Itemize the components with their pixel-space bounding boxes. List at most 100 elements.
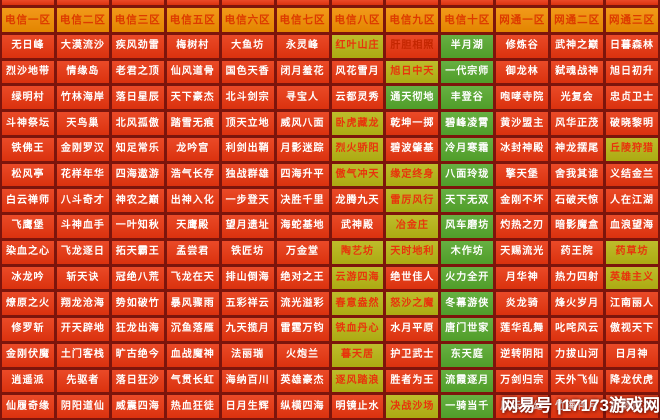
server-cell[interactable]: 肝胆相照	[386, 35, 439, 58]
server-cell[interactable]: 天时地利	[386, 240, 439, 264]
server-cell[interactable]: 法丽瑞	[221, 343, 274, 367]
server-cell[interactable]: 势如破竹	[111, 292, 164, 316]
server-cell[interactable]: 流光溢彩	[276, 292, 329, 316]
server-cell[interactable]: 热血狂徒	[166, 395, 219, 418]
server-cell[interactable]: 风花雪月	[331, 60, 384, 84]
server-cell[interactable]: 怒沙之魔	[386, 292, 439, 316]
server-cell[interactable]: 金刚罗汉	[56, 137, 109, 161]
server-cell[interactable]: 热力四射	[551, 266, 604, 290]
server-cell[interactable]: 金刚不坏	[496, 189, 549, 213]
server-cell[interactable]: 叱咤风云	[551, 318, 604, 341]
server-cell[interactable]: 风云变幻	[496, 395, 549, 418]
server-cell[interactable]: 暴风骤雨	[166, 292, 219, 316]
server-cell[interactable]: 一代宗师	[441, 60, 494, 84]
server-cell[interactable]: 火力全开	[441, 266, 494, 290]
server-cell[interactable]: 修炼谷	[496, 35, 549, 58]
server-cell[interactable]: 血战魔神	[166, 343, 219, 367]
server-cell[interactable]: 斩天诀	[56, 266, 109, 290]
server-cell[interactable]: 松风亭	[2, 163, 54, 187]
server-cell[interactable]: 竹林海岸	[56, 86, 109, 110]
server-cell[interactable]: 落日星辰	[111, 86, 164, 110]
server-cell[interactable]: 八斗奇才	[56, 189, 109, 213]
server-cell[interactable]: 神农之巅	[111, 189, 164, 213]
server-cell[interactable]: 五彩祥云	[221, 292, 274, 316]
server-cell[interactable]: 决战沙场	[386, 395, 439, 418]
server-cell[interactable]: 半月湖	[441, 35, 494, 58]
server-cell[interactable]: 海纳百川	[221, 369, 274, 393]
server-cell[interactable]: 冬幕游侠	[441, 292, 494, 316]
server-cell[interactable]: 烈沙地带	[2, 60, 54, 84]
server-cell[interactable]: 北斗剑宗	[221, 86, 274, 110]
server-cell[interactable]: 丘陵狩猎	[606, 137, 658, 161]
server-cell[interactable]: 气贯长虹	[166, 369, 219, 393]
server-cell[interactable]: 斗神血手	[56, 215, 109, 238]
server-cell[interactable]: 烈火骄阳	[331, 137, 384, 161]
server-cell[interactable]: 拓天霸王	[111, 240, 164, 264]
server-cell[interactable]: 光复会	[551, 86, 604, 110]
server-cell[interactable]: 大鱼坊	[221, 35, 274, 58]
server-cell[interactable]: 傲视天下	[606, 318, 658, 341]
server-cell[interactable]: 万金堂	[276, 240, 329, 264]
server-cell[interactable]: 逆转阴阳	[496, 343, 549, 367]
server-cell[interactable]: 旷古绝今	[111, 343, 164, 367]
server-cell[interactable]: 冠绝八荒	[111, 266, 164, 290]
server-cell[interactable]: 绿明村	[2, 86, 54, 110]
server-cell[interactable]: 北风孤傲	[111, 112, 164, 135]
server-cell[interactable]: 护卫武士	[386, 343, 439, 367]
server-cell[interactable]: 唐门世家	[441, 318, 494, 341]
server-cell[interactable]: 天下无双	[441, 189, 494, 213]
server-cell[interactable]: 排山倒海	[221, 266, 274, 290]
server-cell[interactable]: 烽火岁月	[551, 292, 604, 316]
server-cell[interactable]: 胜者为王	[386, 369, 439, 393]
server-cell[interactable]: 陶艺坊	[331, 240, 384, 264]
server-cell[interactable]: 龙吟宫	[166, 137, 219, 161]
server-cell[interactable]: 黄沙盟主	[496, 112, 549, 135]
server-cell[interactable]: 人在江湖	[606, 189, 658, 213]
server-cell[interactable]: 天下豪杰	[166, 86, 219, 110]
server-cell[interactable]: 月华神	[496, 266, 549, 290]
server-cell[interactable]: 万剑归宗	[496, 369, 549, 393]
server-cell[interactable]: 铁血丹心	[331, 318, 384, 341]
server-cell[interactable]: 明镜止水	[331, 395, 384, 418]
server-cell[interactable]: 先驱者	[56, 369, 109, 393]
server-cell[interactable]: 冰封神殿	[496, 137, 549, 161]
server-cell[interactable]: 八面玲珑	[441, 163, 494, 187]
server-cell[interactable]: 日月神	[606, 343, 658, 367]
server-cell[interactable]: 炎龙骑	[496, 292, 549, 316]
server-cell[interactable]: 落日狂沙	[111, 369, 164, 393]
server-cell[interactable]: 旭日中天	[386, 60, 439, 84]
server-cell[interactable]: 修罗斩	[2, 318, 54, 341]
server-cell[interactable]: 孟尝君	[166, 240, 219, 264]
server-cell[interactable]: 雷厉风行	[386, 189, 439, 213]
server-cell[interactable]: 风华正茂	[551, 112, 604, 135]
server-cell[interactable]: 缘定终身	[386, 163, 439, 187]
server-cell[interactable]: 海蛇基地	[276, 215, 329, 238]
server-cell[interactable]: 仙风道骨	[166, 60, 219, 84]
server-cell[interactable]: 望月遗址	[221, 215, 274, 238]
server-cell[interactable]: 白云禅师	[2, 189, 54, 213]
server-cell[interactable]: 知足常乐	[111, 137, 164, 161]
server-cell[interactable]: 暗影魔盒	[551, 215, 604, 238]
server-cell[interactable]: 碧峰凌霄	[441, 112, 494, 135]
server-cell[interactable]: 灼热之刃	[496, 215, 549, 238]
server-cell[interactable]: 莲华乱舞	[496, 318, 549, 341]
server-cell[interactable]: 一骑当千	[441, 395, 494, 418]
server-cell[interactable]: 乾坤一掷	[386, 112, 439, 135]
server-cell[interactable]: 国色天香	[221, 60, 274, 84]
server-cell[interactable]: 威震四海	[111, 395, 164, 418]
server-cell[interactable]: 飞龙在天	[166, 266, 219, 290]
server-cell[interactable]: 神龙摆尾	[551, 137, 604, 161]
server-cell[interactable]: 丰登谷	[441, 86, 494, 110]
server-cell[interactable]: 云都灵秀	[331, 86, 384, 110]
server-cell[interactable]: 纵横四海	[276, 395, 329, 418]
server-cell[interactable]: 寻宝人	[276, 86, 329, 110]
server-cell[interactable]: 一叶知秋	[111, 215, 164, 238]
server-cell[interactable]: 无日峰	[2, 35, 54, 58]
server-cell[interactable]: 飞鹰堡	[2, 215, 54, 238]
server-cell[interactable]: 大漠流沙	[56, 35, 109, 58]
server-cell[interactable]: 四海遨游	[111, 163, 164, 187]
server-cell[interactable]: 土门客栈	[56, 343, 109, 367]
server-cell[interactable]: 武神殿	[331, 215, 384, 238]
server-cell[interactable]: 日月生辉	[221, 395, 274, 418]
server-cell[interactable]: 疾风劲雷	[111, 35, 164, 58]
